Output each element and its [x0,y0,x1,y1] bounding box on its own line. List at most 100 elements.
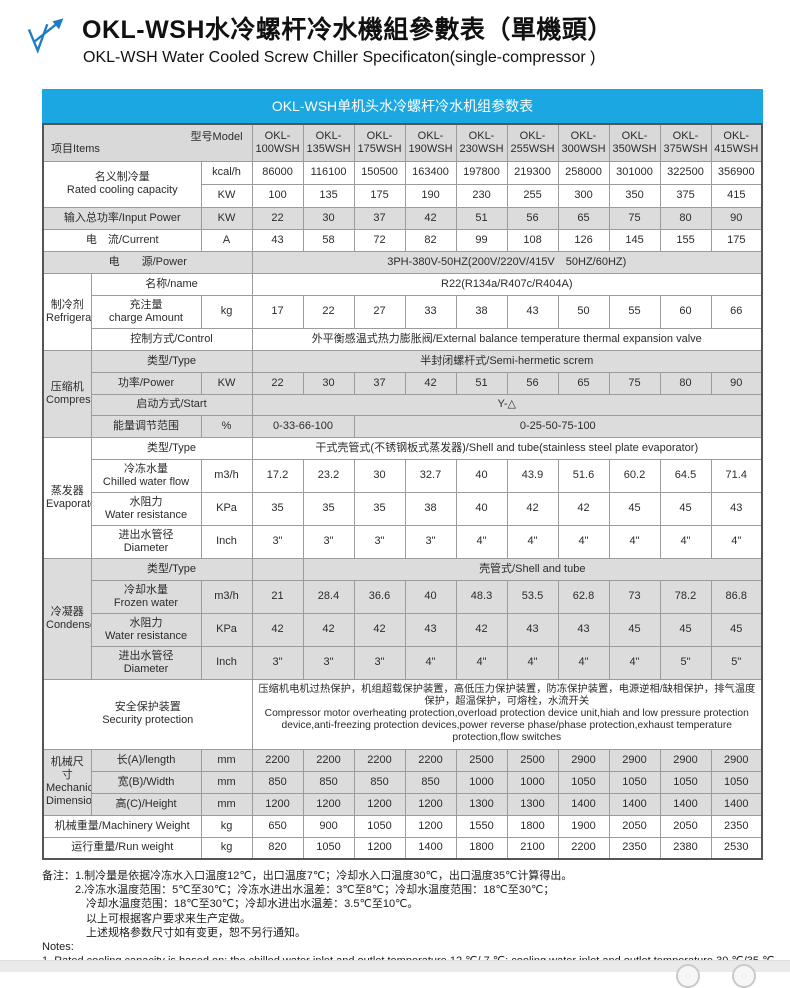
value-cell: 71.4 [710,458,763,493]
header-corner: 项目Items 型号Model [42,123,253,162]
row-label: 电 流/Current [42,228,202,252]
value-cell: 43 [404,612,457,647]
unit-cell: mm [200,792,253,816]
merged-value: 干式壳管式(不锈钢板式蒸发器)/Shell and tube(stainless… [251,436,763,460]
value-cell: 1200 [404,814,457,838]
row-label: 进出水管径 Diameter [90,524,202,559]
row-label: 输入总功率/Input Power [42,206,202,230]
unit-cell: kg [200,836,253,860]
merged-value: 外平衡感温式热力膨胀阀/External balance temperature… [251,327,763,351]
value-cell: 1000 [455,770,508,794]
value-cell: 1400 [557,792,610,816]
row-label: 长(A)/length [90,748,202,772]
value-cell: 2500 [506,748,559,772]
footer-circle [732,964,756,988]
row-label: 冷却水量 Frozen water [90,579,202,614]
note-line: 冷却水温度范围：18℃至30℃；冷却水进出水温差：3.5℃至10℃。 [86,898,419,911]
merged-value: 0-33-66-100 [251,414,355,438]
value-cell: 1050 [608,770,661,794]
value-cell: 51 [455,206,508,230]
value-cell: 2200 [251,748,304,772]
value-cell: 40 [404,579,457,614]
value-cell: 60 [659,294,712,329]
value-cell: 1200 [353,836,406,860]
value-cell: 1400 [404,836,457,860]
value-cell: 175 [353,183,406,208]
value-cell: 60.2 [608,458,661,493]
value-cell: 22 [302,294,355,329]
value-cell: 43 [251,228,304,252]
merged-value: Y-△ [251,393,763,416]
value-cell: 230 [455,183,508,208]
row-label: 类型/Type [90,349,253,373]
model-header: OKL- 135WSH [302,123,355,162]
value-cell: 850 [251,770,304,794]
value-cell: 1200 [353,792,406,816]
value-cell: 1400 [608,792,661,816]
unit-cell: KW [200,371,253,395]
merged-value: 3PH-380V-50HZ(200V/220V/415V 50HZ/60HZ) [251,250,763,274]
merged-value: R22(R134a/R407c/R404A) [251,272,763,296]
value-cell: 1550 [455,814,508,838]
value-cell: 1050 [353,814,406,838]
value-cell: 51.6 [557,458,610,493]
value-cell: 1300 [506,792,559,816]
row-label: 宽(B)/Width [90,770,202,794]
row-label: 充注量 charge Amount [90,294,202,329]
value-cell: 155 [659,228,712,252]
value-cell: 42 [251,612,304,647]
value-cell: 4" [506,524,559,559]
value-cell: 163400 [404,160,457,185]
value-cell: 82 [404,228,457,252]
value-cell: 375 [659,183,712,208]
footer-circle [676,964,700,988]
model-header: OKL- 190WSH [404,123,457,162]
unit-cell: kg [200,814,253,838]
value-cell: 850 [353,770,406,794]
value-cell: 2900 [557,748,610,772]
value-cell: 21 [251,579,304,614]
value-cell: 80 [659,371,712,395]
unit-cell: kg [200,294,253,329]
value-cell: 3" [353,524,406,559]
notes-section: 备注：1.制冷量是依据冷冻水入口温度12℃，出口温度7℃；冷却水入口温度30℃，… [42,869,790,968]
value-cell: 150500 [353,160,406,185]
table-title-bar: OKL-WSH单机头水冷螺杆冷水机组参数表 [42,89,763,123]
value-cell: 3" [404,524,457,559]
page: OKL-WSH水冷螺杆冷水機組參數表（單機頭） OKL-WSH Water Co… [0,16,790,988]
value-cell: 3" [353,645,406,680]
value-cell: 2200 [302,748,355,772]
merged-value: 半封闭螺杆式/Semi-hermetic screm [251,349,763,373]
value-cell: 145 [608,228,661,252]
value-cell: 4" [404,645,457,680]
model-header: OKL- 300WSH [557,123,610,162]
value-cell: 17.2 [251,458,304,493]
value-cell: 86.8 [710,579,763,614]
value-cell: 197800 [455,160,508,185]
value-cell: 56 [506,206,559,230]
footer-bar [0,960,790,988]
value-cell: 22 [251,371,304,395]
row-label: 类型/Type [90,436,253,460]
row-label: 机械重量/Machinery Weight [42,814,202,838]
unit-cell: A [200,228,253,252]
value-cell: 1200 [404,792,457,816]
value-cell: 2900 [710,748,763,772]
value-cell: 650 [251,814,304,838]
doc-title: OKL-WSH水冷螺杆冷水機組參數表（單機頭） [82,16,613,44]
model-header: OKL- 175WSH [353,123,406,162]
value-cell: 43 [710,491,763,526]
value-cell: 900 [302,814,355,838]
value-cell: 190 [404,183,457,208]
note-line: 上述规格参数尺寸如有变更，恕不另行通知。 [86,926,306,939]
value-cell: 5" [710,645,763,680]
value-cell: 2530 [710,836,763,860]
group-label: 蒸发器 Evaporator [42,436,92,559]
note-line: 以上可根据客户要求来生产定做。 [86,912,251,925]
value-cell: 78.2 [659,579,712,614]
value-cell: 4" [608,524,661,559]
unit-cell: m3/h [200,458,253,493]
value-cell: 1200 [302,792,355,816]
row-label: 高(C)/Height [90,792,202,816]
value-cell: 1400 [710,792,763,816]
